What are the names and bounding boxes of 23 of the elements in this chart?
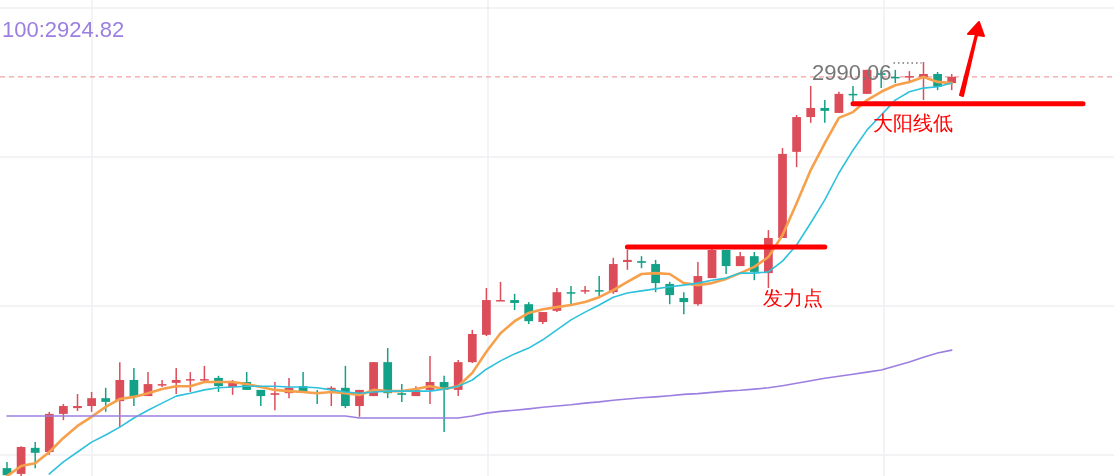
candlestick [397,383,407,403]
candlestick [721,249,731,275]
candlestick [679,291,689,315]
annotation: 大阳线低 [873,111,953,134]
candlestick [594,275,604,297]
candlestick [115,361,125,428]
candlestick [171,367,181,395]
candlestick [806,85,816,124]
candlestick [566,285,576,305]
candlestick [820,99,830,124]
candlestick [270,381,280,411]
candlestick [30,441,40,469]
candlestick [496,281,505,302]
candlestick [580,285,590,295]
candlestick [185,371,195,393]
candlestick [834,91,844,114]
text: 100:2924.82 [2,17,125,42]
candlestick [87,391,96,413]
annotation: 2990.06 [811,60,892,85]
candlestick [623,249,632,271]
annotation: 发力点 [763,287,823,310]
candlestick [157,379,167,388]
candlestick [101,387,111,413]
